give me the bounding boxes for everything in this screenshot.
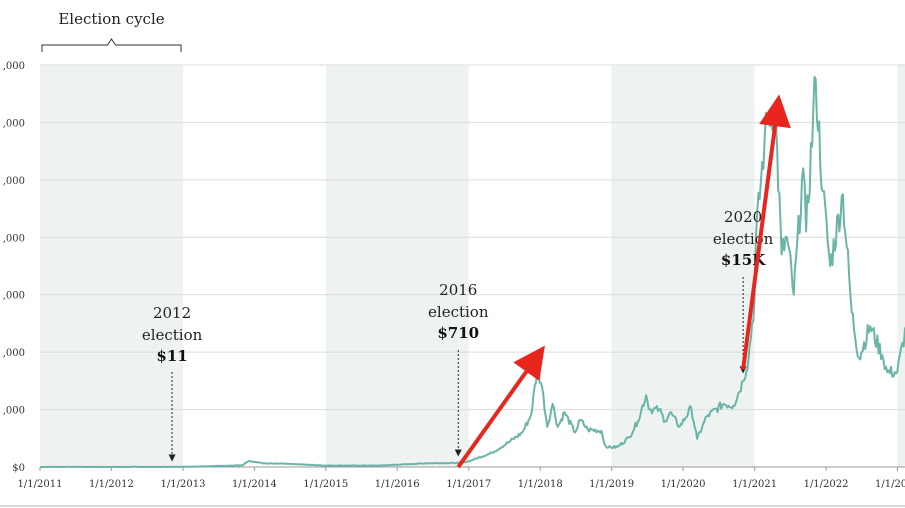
shaded-period-layer (40, 65, 905, 467)
y-tick-label-1: ,000 (3, 406, 25, 417)
election-cycle-label: Election cycle (58, 10, 164, 28)
price-series-line-0 (40, 75, 905, 468)
x-tick-label-2: 1/1/2013 (161, 479, 206, 490)
election-cycle-brace (41, 38, 182, 52)
annotation-0-value: $11 (156, 347, 187, 365)
annotation-0-line-0: 2012 (153, 304, 191, 322)
annotation-2-line-1: election (713, 230, 774, 248)
x-tick-label-1: 1/1/2012 (89, 479, 134, 490)
y-tick-label-4: ,000 (3, 233, 25, 244)
y-tick-label-5: ,000 (3, 176, 25, 187)
y-tick-label-0: $0 (12, 463, 25, 474)
annotation-2-line-0: 2020 (724, 208, 762, 226)
x-tick-label-8: 1/1/2019 (589, 479, 634, 490)
election-cycle-bracket: Election cycle (41, 10, 182, 52)
trend-arrow-0 (456, 345, 545, 469)
annotation-1-value: $710 (437, 324, 479, 342)
shaded-period-0 (40, 65, 184, 467)
x-tick-label-3: 1/1/2014 (232, 479, 277, 490)
trend-arrow-1 (741, 94, 791, 370)
x-tick-label-5: 1/1/2016 (375, 479, 420, 490)
y-tick-label-3: ,000 (3, 291, 25, 302)
y-tick-label-6: ,000 (3, 118, 25, 129)
annotation-1-line-1: election (428, 303, 489, 321)
x-tick-label-10: 1/1/2021 (732, 479, 777, 490)
axis-layer: $0 ,000 ,000 ,000 ,000 ,000 ,000 ,000 1/1/2011 1/… (3, 61, 905, 490)
x-tick-label-7: 1/1/2018 (518, 479, 563, 490)
x-tick-label-4: 1/1/2015 (303, 479, 348, 490)
shaded-period-1 (325, 65, 469, 467)
shaded-period-3 (897, 65, 905, 467)
annotation-layer: 2012 election $11 2016 election $710 2020 elect… (142, 94, 791, 469)
y-tick-label-7: ,000 (3, 61, 25, 72)
x-tick-label-9: 1/1/2020 (661, 479, 706, 490)
annotation-0-line-1: election (142, 326, 203, 344)
x-tick-label-11: 1/1/2022 (804, 479, 849, 490)
x-tick-label-0: 1/1/2011 (18, 479, 63, 490)
x-tick-label-12: 1/1/2023 (875, 479, 905, 490)
y-tick-label-2: ,000 (3, 348, 25, 359)
shaded-period-2 (611, 65, 755, 467)
x-tick-label-6: 1/1/2017 (446, 479, 491, 490)
annotation-1-line-0: 2016 (439, 281, 477, 299)
series-layer (40, 75, 905, 468)
